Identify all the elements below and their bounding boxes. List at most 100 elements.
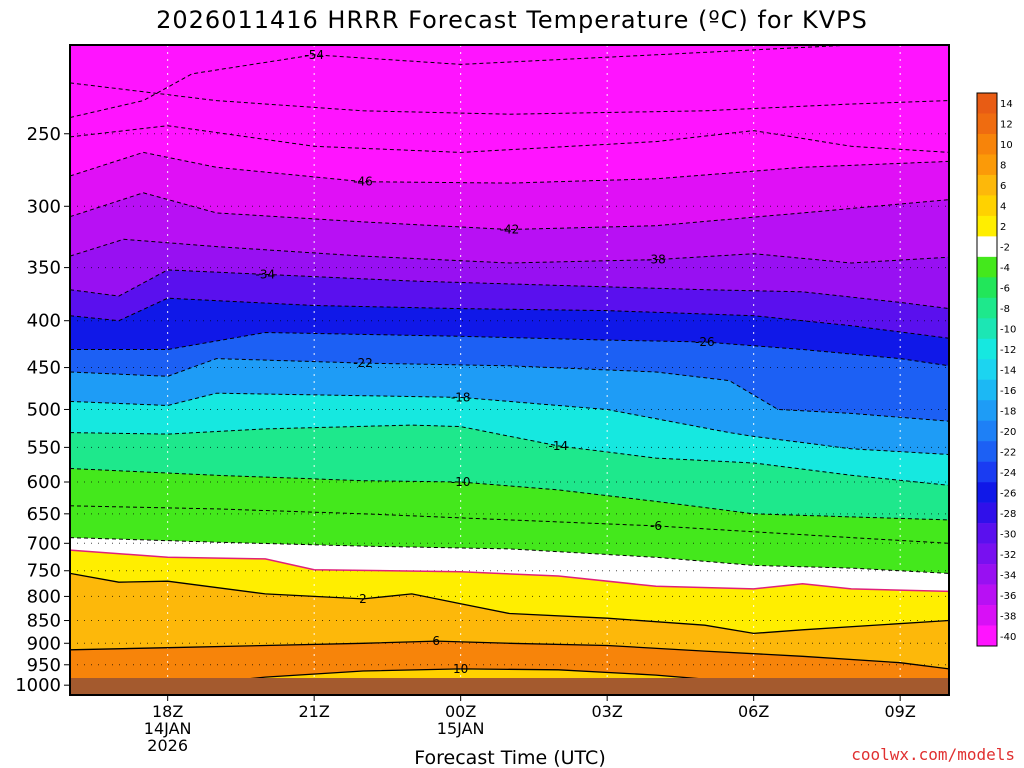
colorbar-label: -40 — [1000, 632, 1016, 643]
dashed-contour — [70, 468, 949, 521]
y-tick-label: 550 — [27, 437, 61, 458]
x-tick-label: 15JAN — [437, 719, 485, 738]
colorbar-swatch — [977, 256, 997, 278]
colorbar-label: -38 — [1000, 611, 1016, 622]
y-tick-label: 950 — [27, 655, 61, 676]
contour-label: -14 — [549, 439, 569, 453]
contour-label: -26 — [695, 335, 715, 349]
colorbar-label: -30 — [1000, 529, 1016, 540]
colorbar-swatch — [977, 605, 997, 626]
y-tick-label: 500 — [27, 399, 61, 420]
y-tick-label: 900 — [27, 633, 61, 654]
colorbar-label: -20 — [1000, 427, 1016, 438]
colorbar-label: -8 — [1000, 304, 1010, 315]
colorbar-label: 6 — [1000, 181, 1006, 192]
x-axis-label: Forecast Time (UTC) — [414, 747, 605, 768]
colorbar-label: -10 — [1000, 325, 1016, 336]
colorbar-swatch — [977, 359, 997, 381]
x-tick-label: 2026 — [147, 736, 188, 755]
colorbar-swatch — [977, 297, 997, 319]
contour-label: -18 — [451, 390, 471, 404]
x-tick-label: 21Z — [299, 702, 330, 721]
contour-lines: -54 -46 -42 -38 -34 -26 -22 -18 -14 -10 -6 2 6 10 — [70, 45, 949, 695]
colorbar-swatch — [977, 338, 997, 360]
colorbar-swatch — [977, 625, 997, 647]
colorbar-swatch — [977, 461, 997, 483]
colorbar-swatch — [977, 502, 997, 524]
y-axis: 2503003504004505005506006507007508008509… — [15, 124, 70, 696]
y-tick-label: 1000 — [15, 675, 61, 696]
colorbar-label: 10 — [1000, 140, 1013, 151]
colorbar-swatch — [977, 441, 997, 462]
contour-label: 6 — [432, 634, 440, 648]
dashed-contour — [70, 331, 949, 367]
colorbar-swatch — [977, 195, 997, 217]
colorbar-swatch — [977, 113, 997, 135]
y-tick-label: 400 — [27, 311, 61, 332]
dashed-contour — [70, 392, 949, 455]
colorbar-swatch — [977, 564, 997, 585]
y-tick-label: 250 — [27, 124, 61, 145]
colorbar-label: -36 — [1000, 591, 1016, 602]
colorbar-swatch — [977, 174, 997, 196]
colorbar-label: -32 — [1000, 550, 1016, 561]
colorbar-label: -4 — [1000, 263, 1010, 274]
dashed-contour — [70, 505, 949, 544]
plot-area: -54 -46 -42 -38 -34 -26 -22 -18 -14 -10 -6 2 6 10 — [70, 45, 949, 695]
y-tick-label: 700 — [27, 533, 61, 554]
x-tick-label: 14JAN — [144, 719, 192, 738]
colorbar-swatch — [977, 93, 997, 114]
credit-link[interactable]: coolwx.com/models — [851, 745, 1015, 764]
colorbar-label: -2 — [1000, 243, 1010, 254]
plot-frame — [69, 44, 950, 696]
colorbar-swatch — [977, 523, 997, 544]
colorbar-label: -18 — [1000, 406, 1016, 417]
y-tick-label: 650 — [27, 504, 61, 525]
colorbar-swatch — [977, 379, 997, 401]
dashed-contour — [70, 82, 949, 115]
contour-label: -38 — [646, 253, 666, 267]
colorbar-label: 12 — [1000, 120, 1013, 131]
colorbar-swatch — [977, 277, 997, 299]
dashed-contour — [70, 537, 949, 574]
colorbar-swatch — [977, 154, 997, 176]
colorbar-swatch — [977, 584, 997, 606]
freezing-contour — [70, 549, 949, 593]
contour-label: -34 — [256, 267, 276, 281]
dashed-contour — [70, 125, 949, 153]
contour-label: -54 — [304, 48, 324, 62]
dashed-contour — [70, 424, 949, 486]
dashed-contour — [70, 238, 949, 264]
colorbar-swatch — [977, 420, 997, 442]
y-tick-label: 350 — [27, 258, 61, 279]
colorbar-label: 8 — [1000, 161, 1006, 172]
dashed-contour — [70, 297, 949, 339]
dashed-contour — [70, 151, 949, 184]
contour-label: 2 — [359, 592, 367, 606]
y-tick-label: 300 — [27, 196, 61, 217]
dashed-contour — [70, 192, 949, 231]
y-tick-label: 850 — [27, 611, 61, 632]
chart-title: 2026011416 HRRR Forecast Temperature (ºC… — [156, 6, 868, 34]
colorbar-label: -28 — [1000, 509, 1016, 520]
colorbar-label: -6 — [1000, 284, 1010, 295]
surface-layer — [70, 678, 949, 695]
x-tick-label: 00Z — [445, 702, 476, 721]
colorbar: 14 12 10 8 6 4 2 -2 -4 -6 -8 -10 -12 -14 -16 -18 -20 -22 -… — [976, 92, 1016, 647]
colorbar-label: 4 — [1000, 202, 1006, 213]
colorbar-swatch — [977, 133, 997, 155]
colorbar-label: 14 — [1000, 99, 1013, 110]
contour-label: -10 — [451, 475, 471, 489]
colorbar-swatch — [977, 215, 997, 237]
solid-contour — [70, 572, 949, 635]
colorbar-swatch — [977, 543, 997, 565]
colorbar-swatch — [977, 236, 997, 258]
contour-label: 10 — [453, 662, 468, 676]
colorbar-label: 2 — [1000, 222, 1006, 233]
colorbar-label: -16 — [1000, 386, 1016, 397]
color-bands — [70, 45, 949, 695]
colorbar-swatch — [977, 318, 997, 340]
contour-label: -42 — [500, 222, 520, 236]
